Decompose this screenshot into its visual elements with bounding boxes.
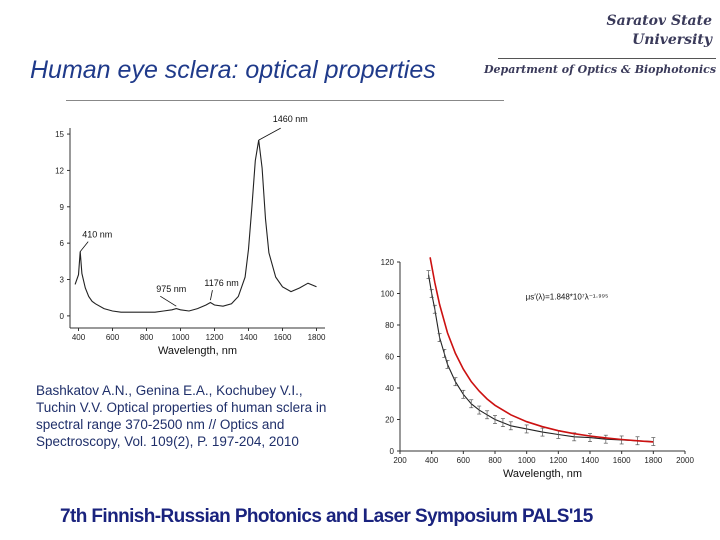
annotation-arrow [79, 241, 89, 252]
slide-title: Human eye sclera: optical properties [30, 56, 436, 84]
annotation-label: 1460 nm [273, 114, 308, 124]
university-name: Saratov State University [607, 12, 712, 50]
annotation-label: μs′(λ)=1.848*10⁷λ⁻¹·⁹⁹⁵ [526, 293, 609, 302]
x-tick-label: 800 [140, 333, 154, 342]
x-tick-label: 1600 [613, 456, 631, 465]
x-axis-label: Wavelength, nm [503, 468, 582, 480]
absorption-chart: 400 600 800 1000 1200 1400 1600 1800 0 3 6 9 12 15 Wav… [55, 114, 326, 357]
y-tick-label: 60 [385, 353, 394, 362]
y-tick-label: 40 [385, 384, 394, 393]
y-tick-label: 12 [55, 166, 64, 175]
x-tick-label: 400 [72, 333, 86, 342]
annotation-arrow [210, 290, 213, 301]
university-line-1: Saratov State [606, 13, 712, 29]
x-tick-label: 1400 [581, 456, 599, 465]
annotation-label: 410 nm [82, 230, 112, 240]
y-tick-label: 3 [60, 276, 65, 285]
x-tick-label: 1000 [518, 456, 536, 465]
x-tick-label: 800 [488, 456, 502, 465]
x-tick-label: 1200 [206, 333, 224, 342]
x-tick-label: 600 [457, 456, 471, 465]
y-tick-label: 9 [60, 203, 65, 212]
department-name: Department of Optics & Biophotonics [484, 63, 717, 76]
x-tick-label: 1600 [274, 333, 292, 342]
reference-citation: Bashkatov A.N., Genina E.A., Kochubey V.… [36, 383, 327, 449]
series-line-1 [429, 257, 654, 443]
x-tick-label: 1400 [240, 333, 258, 342]
scattering-chart: 200 400 600 800 1000 1200 1400 1600 1800 2000 0 20 4… [381, 257, 694, 480]
annotation-label: 1176 nm [204, 278, 238, 288]
y-tick-label: 0 [390, 447, 395, 456]
annotation-arrow [160, 295, 177, 307]
series-line-0 [74, 140, 317, 313]
x-tick-label: 400 [425, 456, 439, 465]
x-tick-label: 1200 [549, 456, 567, 465]
y-tick-label: 6 [60, 239, 65, 248]
footer-event: 7th Finnish-Russian Photonics and Laser … [60, 506, 593, 527]
y-tick-label: 20 [385, 416, 394, 425]
annotation-label: 975 nm [156, 284, 186, 294]
annotation-arrow [258, 127, 281, 141]
university-divider [498, 58, 716, 59]
y-tick-label: 120 [381, 258, 395, 267]
title-divider [66, 100, 504, 101]
y-tick-label: 0 [60, 312, 65, 321]
y-tick-label: 80 [385, 321, 394, 330]
y-tick-label: 100 [381, 290, 395, 299]
x-tick-label: 600 [106, 333, 120, 342]
x-tick-label: 2000 [676, 456, 694, 465]
x-tick-label: 1000 [172, 333, 190, 342]
x-tick-label: 200 [393, 456, 407, 465]
university-line-2: University [632, 32, 712, 48]
x-tick-label: 1800 [644, 456, 662, 465]
y-tick-label: 15 [55, 130, 64, 139]
x-tick-label: 1800 [308, 333, 326, 342]
x-axis-label: Wavelength, nm [158, 345, 237, 357]
